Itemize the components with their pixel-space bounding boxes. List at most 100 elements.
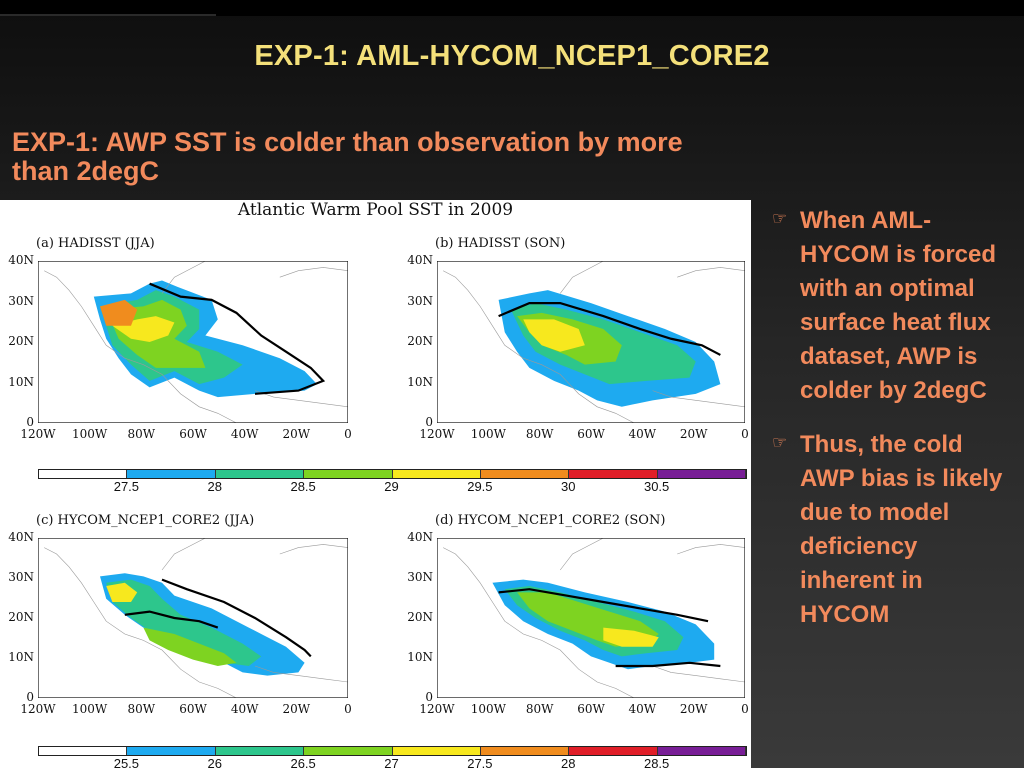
lon-tick-label: 100W: [470, 427, 506, 441]
coastline: [443, 261, 745, 423]
colorbar-label: 28: [207, 479, 222, 494]
sst-shading: [143, 627, 237, 666]
lon-tick-label: 40W: [628, 702, 657, 716]
lon-tick-label: 0: [741, 702, 749, 716]
sst-shading: [106, 579, 262, 666]
colorbar-segment: [127, 470, 216, 478]
pointing-hand-icon: ☞: [772, 209, 788, 228]
sst-map-panel: [38, 538, 348, 698]
colorbar-segment: [215, 470, 305, 478]
colorbar-label: 30: [561, 479, 576, 494]
slide-subtitle: EXP-1: AWP SST is colder than observatio…: [12, 127, 683, 186]
bullet-list: ☞ When AML-HYCOM is forced with an optim…: [772, 204, 1012, 652]
lat-tick-label: 0: [425, 690, 433, 704]
bullet-item: ☞ Thus, the cold AWP bias is likely due …: [772, 428, 1012, 632]
contour-line: [125, 580, 311, 657]
lat-tick-label: 20N: [407, 334, 433, 348]
lat-tick-label: 10N: [8, 650, 34, 664]
lon-tick-label: 20W: [282, 702, 311, 716]
lat-tick-label: 30N: [8, 570, 34, 584]
colorbar-segment: [657, 470, 746, 478]
lat-tick-label: 30N: [8, 293, 34, 308]
colorbar-bottom: [38, 746, 747, 756]
coastline: [443, 538, 745, 698]
lat-tick-label: 10N: [8, 374, 34, 389]
lon-tick-label: 20W: [679, 427, 708, 441]
lat-tick-label: 30N: [407, 293, 433, 308]
slide-title: EXP-1: AML-HYCOM_NCEP1_CORE2: [254, 40, 770, 72]
colorbar-label: 27: [384, 756, 399, 768]
lon-tick-label: 100W: [470, 702, 506, 716]
colorbar-label: 29: [384, 479, 399, 494]
pointing-hand-icon: ☞: [772, 433, 788, 452]
lat-tick-label: 40N: [407, 253, 433, 267]
lon-tick-label: 60W: [179, 427, 207, 441]
colorbar-segment: [215, 747, 305, 755]
colorbar-label: 25.5: [113, 756, 140, 768]
colorbar-label: 28.5: [643, 756, 670, 768]
lon-tick-label: 120W: [419, 702, 455, 716]
colorbar-label: 26.5: [290, 756, 316, 768]
colorbar-segment: [39, 747, 128, 755]
lat-tick-label: 10N: [407, 374, 433, 389]
lat-tick-label: 10N: [407, 650, 433, 664]
sst-shading: [523, 319, 585, 352]
coastline: [44, 538, 348, 698]
lon-tick-label: 40W: [628, 427, 657, 441]
sst-map-panel: [437, 538, 745, 698]
lon-tick-label: 100W: [72, 702, 108, 716]
sst-shading: [106, 582, 138, 602]
colorbar-segment: [569, 747, 658, 755]
lon-tick-label: 40W: [230, 702, 259, 716]
contour-line: [499, 589, 721, 666]
bullet-text: Thus, the cold AWP bias is likely due to…: [800, 431, 1003, 628]
figure-title: Atlantic Warm Pool SST in 2009: [237, 200, 514, 220]
lon-tick-label: 120W: [20, 427, 56, 441]
sst-figure: Atlantic Warm Pool SST in 2009 (a) HADIS…: [0, 200, 751, 768]
sst-shading: [603, 627, 659, 647]
lon-tick-label: 80W: [127, 702, 156, 716]
bullet-item: ☞ When AML-HYCOM is forced with an optim…: [772, 204, 1012, 408]
lon-tick-label: 0: [741, 427, 749, 441]
colorbar-label: 30.5: [643, 479, 670, 494]
colorbar-label: 28: [561, 756, 576, 768]
top-bar: [0, 0, 1024, 16]
colorbar-segment: [304, 747, 393, 755]
panel-label-b: (b) HADISST (SON): [435, 236, 566, 251]
colorbar-segment: [304, 470, 393, 478]
colorbar-label: 27.5: [467, 756, 493, 768]
colorbar-label: 28.5: [290, 479, 316, 494]
lon-tick-label: 0: [344, 427, 352, 441]
colorbar-segment: [480, 747, 570, 755]
colorbar-segment: [392, 747, 481, 755]
contour-line: [499, 303, 721, 355]
lat-tick-label: 0: [425, 415, 433, 429]
lat-tick-label: 40N: [407, 530, 433, 544]
lon-tick-label: 80W: [525, 427, 554, 441]
lat-tick-label: 40N: [8, 530, 34, 544]
top-bar-accent: [0, 14, 216, 16]
contour-line: [150, 284, 324, 394]
sst-map-panel: [437, 261, 745, 423]
lon-tick-label: 20W: [282, 427, 311, 441]
colorbar-segment: [392, 470, 481, 478]
lon-tick-label: 60W: [179, 702, 207, 716]
sst-map-panel: [38, 261, 348, 423]
lat-tick-label: 40N: [8, 253, 34, 267]
lon-tick-label: 60W: [577, 427, 605, 441]
panel-label-d: (d) HYCOM_NCEP1_CORE2 (SON): [435, 513, 666, 528]
colorbar-label: 27.5: [113, 479, 140, 494]
lon-tick-label: 20W: [679, 702, 708, 716]
colorbar-label: 26: [207, 756, 222, 768]
lat-tick-label: 20N: [8, 334, 34, 348]
colorbar-segment: [39, 470, 128, 478]
colorbar-segment: [480, 470, 570, 478]
colorbar-segment: [569, 470, 658, 478]
lat-tick-label: 20N: [8, 610, 34, 624]
bullet-text: When AML-HYCOM is forced with an optimal…: [800, 207, 997, 404]
lon-tick-label: 100W: [72, 427, 108, 441]
lon-tick-label: 40W: [230, 427, 259, 441]
lat-tick-label: 20N: [407, 610, 433, 624]
colorbar-segment: [657, 747, 746, 755]
lon-tick-label: 0: [344, 702, 352, 716]
